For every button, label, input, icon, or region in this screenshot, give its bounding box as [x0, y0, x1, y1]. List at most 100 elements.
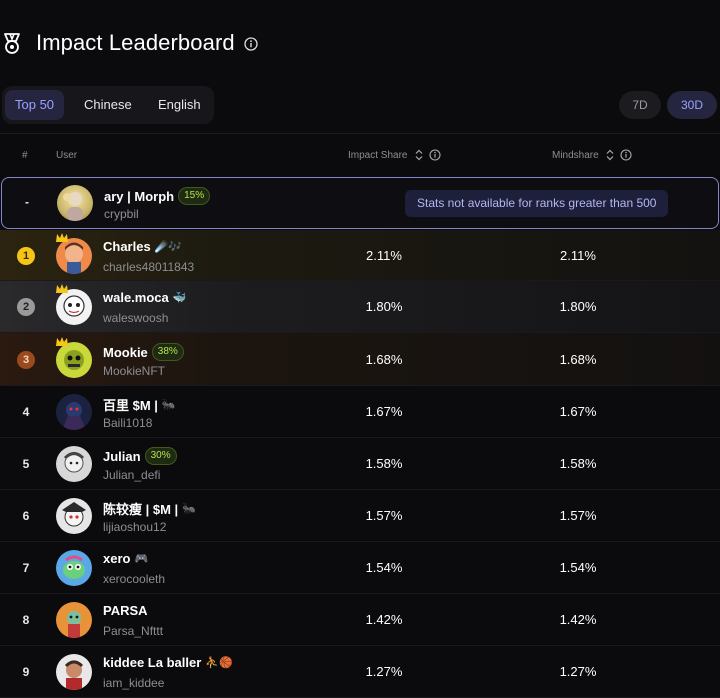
impact-share-value: 1.42% [365, 612, 403, 627]
sort-icon[interactable] [605, 149, 615, 161]
table-header: # User Impact Share Mindshare [0, 134, 720, 178]
period-7d-button[interactable]: 7D [619, 91, 661, 119]
mindshare-value: 1.27% [559, 664, 597, 679]
name-emoji: ☄️🎶 [154, 241, 183, 253]
info-icon[interactable] [429, 149, 441, 161]
tab-chinese[interactable]: Chinese [84, 97, 132, 112]
share-badge: 15% [178, 187, 211, 205]
table-row[interactable]: 9 kiddee La baller ⛹️🏀 iam_kiddee 1.27% … [0, 646, 720, 698]
user-name[interactable]: Charles [103, 239, 151, 254]
impact-share-value: 1.54% [365, 560, 403, 575]
rank-label: 8 [22, 613, 30, 627]
info-icon[interactable] [620, 149, 632, 161]
user-name[interactable]: kiddee La baller [103, 655, 202, 670]
leaderboard-table: # User Impact Share Mindshare [0, 133, 720, 698]
user-name[interactable]: wale.moca [103, 290, 169, 305]
user-handle: Baili1018 [103, 416, 153, 430]
user-handle: charles48011843 [103, 260, 195, 274]
avatar[interactable] [56, 654, 92, 690]
name-emoji: 🎮 [134, 553, 149, 565]
user-name[interactable]: 百里 $M | [103, 398, 158, 413]
rank-label: 7 [22, 561, 30, 575]
impact-share-value: 1.68% [365, 352, 403, 367]
period-30d-button[interactable]: 30D [667, 91, 717, 119]
impact-share-value: 1.58% [365, 456, 403, 471]
mindshare-value: 1.54% [559, 560, 597, 575]
rank-label: 6 [22, 509, 30, 523]
filter-tabs: Top 50 Chinese English [2, 86, 214, 124]
name-emoji: 🐜 [182, 503, 196, 515]
table-row[interactable]: 8 PARSA Parsa_Nfttt 1.42% 1.42% [0, 594, 720, 646]
user-handle: Parsa_Nfttt [103, 624, 164, 638]
mindshare-value: 1.67% [559, 404, 597, 419]
user-name[interactable]: PARSA [103, 603, 148, 618]
name-emoji: 🐜 [161, 399, 176, 411]
avatar[interactable] [57, 185, 93, 221]
name-emoji: ⛹️🏀 [205, 657, 233, 669]
impact-share-value: 1.57% [365, 508, 403, 523]
avatar[interactable] [56, 498, 92, 534]
user-name[interactable]: Mookie [103, 344, 148, 360]
user-name[interactable]: 陈较瘦 | $M | [103, 502, 179, 517]
medal-icon [4, 33, 20, 54]
table-row[interactable]: 5 Julian 30% Julian_defi 1.58% 1.58% [0, 438, 720, 490]
avatar[interactable] [56, 602, 92, 638]
user-handle: waleswoosh [103, 311, 169, 325]
rank-label: 5 [22, 457, 30, 471]
mindshare-value: 2.11% [560, 248, 596, 263]
impact-share-value: 1.27% [365, 664, 403, 679]
table-row[interactable]: 6 陈较瘦 | $M | 🐜 lijiaoshou12 1.57% 1.57% [0, 490, 720, 542]
mindshare-value: 1.42% [559, 612, 597, 627]
column-mindshare[interactable]: Mindshare [552, 150, 599, 161]
crown-icon [56, 284, 68, 293]
column-impact-share[interactable]: Impact Share [348, 150, 408, 161]
rank-label: 4 [22, 405, 30, 419]
tab-top-50[interactable]: Top 50 [5, 90, 65, 120]
table-row[interactable]: 4 百里 $M | 🐜 Baili1018 1.67% 1.67% [0, 386, 720, 438]
rank-medal: 2 [17, 298, 35, 316]
unavailable-tooltip: Stats not available for ranks greater th… [405, 190, 669, 217]
mindshare-value: 1.68% [559, 352, 597, 367]
tab-english[interactable]: English [158, 97, 201, 112]
user-handle: Julian_defi [103, 468, 161, 482]
mindshare-value: 1.80% [559, 299, 597, 314]
avatar[interactable] [56, 394, 92, 430]
user-name[interactable]: Julian [103, 448, 141, 464]
user-name[interactable]: xero [103, 551, 131, 566]
column-user: User [56, 150, 78, 161]
table-row[interactable]: 3 Mookie 38% MookieNFT 1.68% 1.68% [0, 333, 720, 386]
user-name[interactable]: ary | Morph [104, 188, 175, 204]
name-emoji: 🐳 [172, 292, 187, 304]
table-row[interactable]: 1 Charles ☄️🎶 charles48011843 2.11% 2.11… [0, 230, 720, 281]
rank-medal: 3 [17, 351, 35, 369]
crown-icon [56, 233, 68, 242]
sort-icon[interactable] [414, 149, 424, 161]
info-icon[interactable] [244, 37, 258, 51]
user-handle: lijiaoshou12 [103, 520, 167, 534]
rank-medal: 1 [17, 247, 35, 265]
mindshare-value: 1.57% [559, 508, 597, 523]
share-badge: 38% [151, 343, 184, 361]
crown-icon [56, 337, 68, 346]
user-handle: iam_kiddee [103, 676, 165, 690]
impact-share-value: 1.80% [365, 299, 403, 314]
column-rank: # [22, 150, 28, 161]
table-row[interactable]: 7 xero 🎮 xerocooleth 1.54% 1.54% [0, 542, 720, 594]
rank-label: 9 [22, 665, 30, 679]
table-row[interactable]: 2 wale.moca 🐳 waleswoosh 1.80% 1.80% [0, 281, 720, 333]
avatar[interactable] [56, 342, 92, 378]
user-handle: xerocooleth [103, 572, 166, 586]
page-header: Impact Leaderboard [0, 28, 720, 60]
avatar[interactable] [56, 550, 92, 586]
mindshare-value: 1.58% [559, 456, 597, 471]
avatar[interactable] [56, 446, 92, 482]
impact-share-value: 1.67% [365, 404, 403, 419]
page-title: Impact Leaderboard [36, 30, 235, 55]
share-badge: 30% [144, 447, 177, 465]
user-handle: MookieNFT [103, 364, 166, 378]
rank-label: - [25, 195, 29, 209]
avatar[interactable] [56, 289, 92, 325]
avatar[interactable] [56, 238, 92, 274]
user-handle: crypbil [104, 207, 139, 221]
impact-share-value: 2.11% [366, 248, 402, 263]
